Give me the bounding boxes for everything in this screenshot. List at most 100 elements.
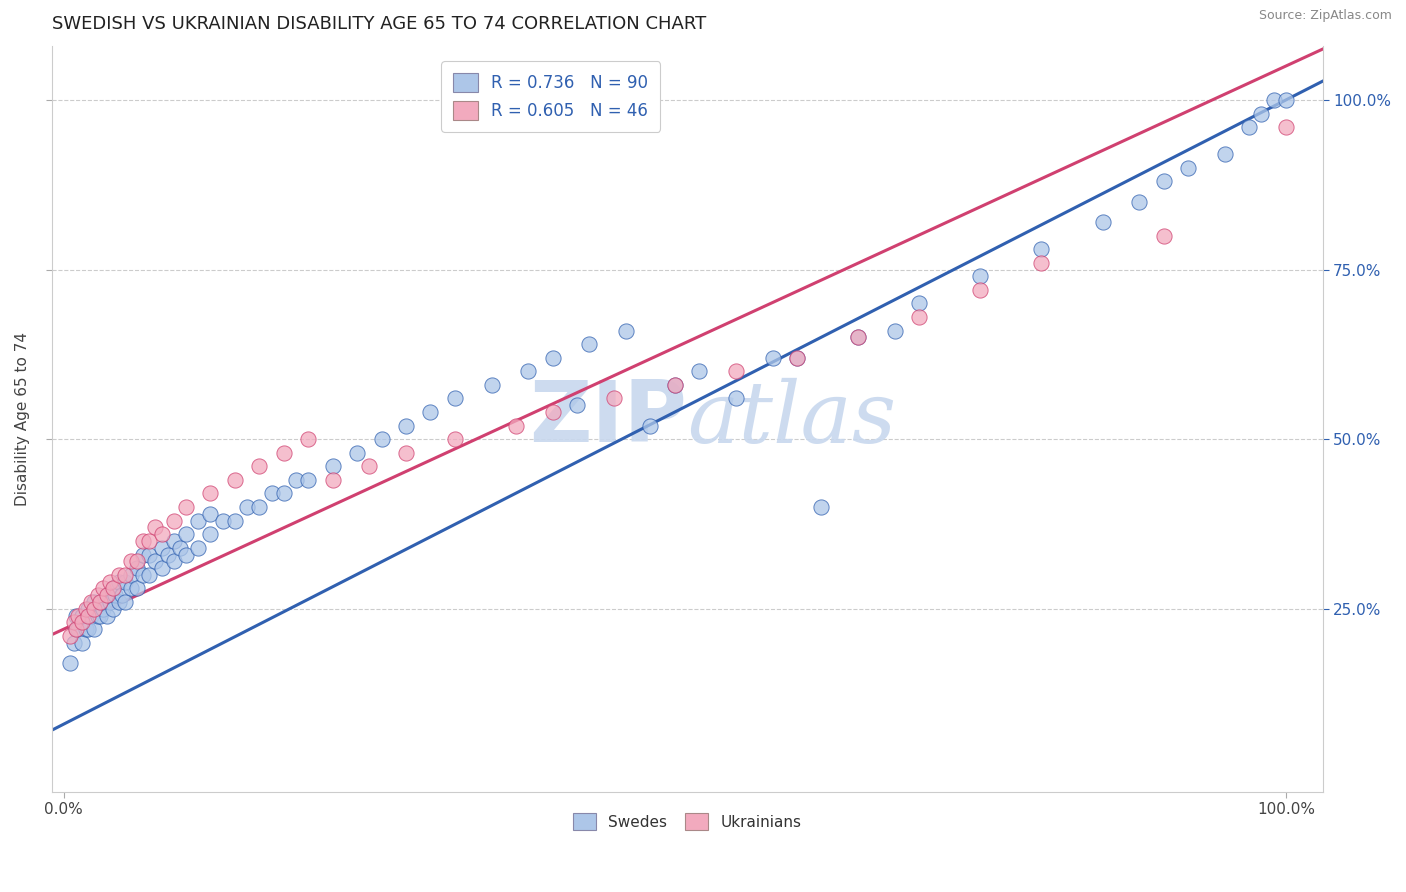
Point <box>187 541 209 555</box>
Point <box>247 500 270 514</box>
Point <box>786 351 808 365</box>
Point <box>200 527 222 541</box>
Point <box>1275 120 1298 134</box>
Point <box>1213 147 1236 161</box>
Point <box>89 608 111 623</box>
Text: SWEDISH VS UKRAINIAN DISABILITY AGE 65 TO 74 CORRELATION CHART: SWEDISH VS UKRAINIAN DISABILITY AGE 65 T… <box>52 15 706 33</box>
Point <box>578 337 600 351</box>
Point <box>1263 93 1285 107</box>
Point <box>96 588 118 602</box>
Point <box>359 459 381 474</box>
Point <box>111 588 134 602</box>
Point <box>908 296 931 310</box>
Point <box>145 554 167 568</box>
Point <box>762 351 785 365</box>
Point <box>145 520 167 534</box>
Point <box>174 500 197 514</box>
Point <box>297 473 319 487</box>
Point <box>98 574 121 589</box>
Point <box>541 351 564 365</box>
Point <box>89 595 111 609</box>
Point <box>125 561 148 575</box>
Point <box>125 582 148 596</box>
Point <box>260 486 283 500</box>
Point <box>224 473 246 487</box>
Point <box>273 486 295 500</box>
Point <box>370 432 392 446</box>
Point <box>101 601 124 615</box>
Point <box>107 595 129 609</box>
Point <box>908 310 931 324</box>
Point <box>1031 242 1053 256</box>
Point <box>1250 106 1272 120</box>
Point <box>125 554 148 568</box>
Point <box>846 330 869 344</box>
Point <box>724 392 747 406</box>
Point <box>1275 93 1298 107</box>
Point <box>91 601 114 615</box>
Point <box>163 514 186 528</box>
Point <box>132 548 155 562</box>
Point <box>77 622 100 636</box>
Point <box>114 574 136 589</box>
Point <box>664 377 686 392</box>
Point <box>174 527 197 541</box>
Point <box>120 582 142 596</box>
Point <box>77 608 100 623</box>
Point <box>75 622 97 636</box>
Point <box>65 608 87 623</box>
Point <box>87 608 110 623</box>
Point <box>247 459 270 474</box>
Point <box>101 582 124 596</box>
Point <box>169 541 191 555</box>
Point <box>150 541 173 555</box>
Point <box>138 548 160 562</box>
Point <box>67 622 90 636</box>
Point <box>83 601 105 615</box>
Point <box>62 636 84 650</box>
Point <box>89 595 111 609</box>
Point <box>156 548 179 562</box>
Point <box>346 446 368 460</box>
Point <box>481 377 503 392</box>
Point <box>96 588 118 602</box>
Text: atlas: atlas <box>688 377 896 460</box>
Point <box>77 601 100 615</box>
Point <box>419 405 441 419</box>
Point <box>444 432 467 446</box>
Point <box>114 595 136 609</box>
Point <box>87 588 110 602</box>
Point <box>505 418 527 433</box>
Point <box>786 351 808 365</box>
Text: Source: ZipAtlas.com: Source: ZipAtlas.com <box>1258 9 1392 22</box>
Point <box>1239 120 1261 134</box>
Point <box>98 595 121 609</box>
Point <box>444 392 467 406</box>
Point <box>322 473 344 487</box>
Point <box>91 582 114 596</box>
Point <box>65 622 87 636</box>
Point <box>120 567 142 582</box>
Point <box>59 656 82 670</box>
Legend: Swedes, Ukrainians: Swedes, Ukrainians <box>567 806 807 837</box>
Point <box>211 514 233 528</box>
Point <box>1153 174 1175 188</box>
Point <box>114 567 136 582</box>
Point <box>688 364 710 378</box>
Point <box>67 608 90 623</box>
Point <box>79 595 101 609</box>
Point <box>200 486 222 500</box>
Point <box>664 377 686 392</box>
Point <box>297 432 319 446</box>
Point <box>75 601 97 615</box>
Point <box>810 500 832 514</box>
Point <box>70 636 93 650</box>
Point <box>150 561 173 575</box>
Point <box>640 418 662 433</box>
Point <box>83 595 105 609</box>
Text: ZIP: ZIP <box>529 377 688 460</box>
Point <box>83 622 105 636</box>
Point <box>200 507 222 521</box>
Point <box>174 548 197 562</box>
Point <box>517 364 540 378</box>
